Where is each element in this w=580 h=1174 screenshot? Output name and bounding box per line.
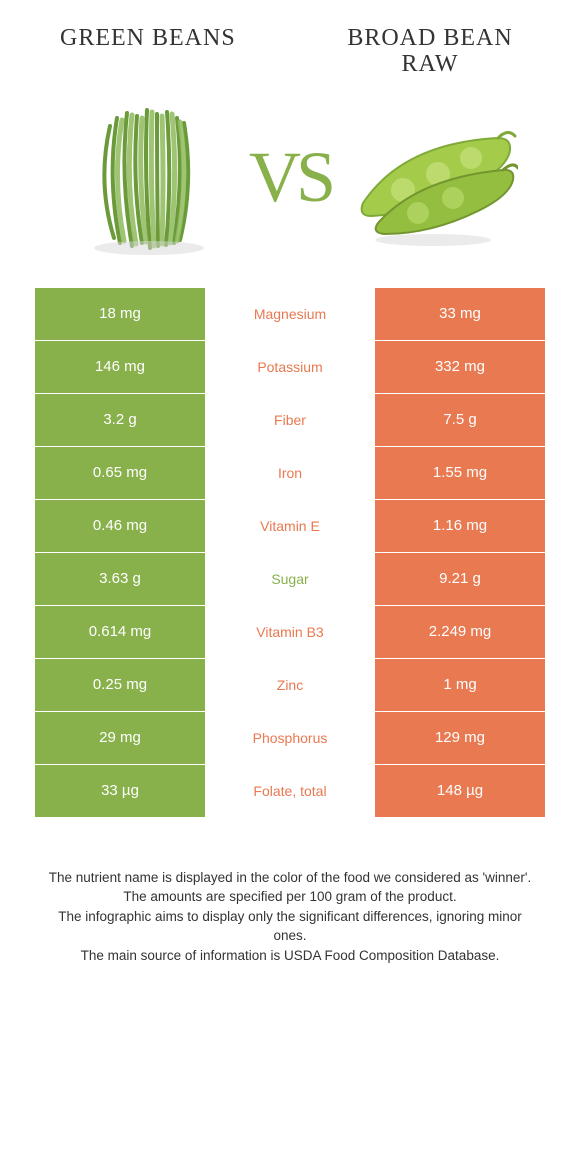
nutrient-label: Phosphorus — [205, 712, 375, 764]
left-value: 0.25 mg — [35, 659, 205, 711]
left-value: 29 mg — [35, 712, 205, 764]
left-value: 0.46 mg — [35, 500, 205, 552]
footer-line: The infographic aims to display only the… — [45, 907, 535, 946]
vs-label: VS — [249, 136, 331, 219]
table-row: 18 mgMagnesium33 mg — [35, 288, 545, 341]
right-value: 7.5 g — [375, 394, 545, 446]
footer-line: The main source of information is USDA F… — [45, 946, 535, 966]
right-value: 129 mg — [375, 712, 545, 764]
left-value: 0.614 mg — [35, 606, 205, 658]
right-value: 332 mg — [375, 341, 545, 393]
header: GREEN BEANS BROAD BEAN RAW — [0, 0, 580, 88]
table-row: 33 µgFolate, total148 µg — [35, 765, 545, 818]
left-value: 3.2 g — [35, 394, 205, 446]
food-left-title: GREEN BEANS — [60, 25, 236, 78]
table-row: 146 mgPotassium332 mg — [35, 341, 545, 394]
broad-bean-image — [343, 98, 518, 258]
footer-line: The nutrient name is displayed in the co… — [45, 868, 535, 888]
table-row: 0.614 mgVitamin B32.249 mg — [35, 606, 545, 659]
table-row: 0.46 mgVitamin E1.16 mg — [35, 500, 545, 553]
left-value: 3.63 g — [35, 553, 205, 605]
nutrient-label: Folate, total — [205, 765, 375, 817]
table-row: 3.63 gSugar9.21 g — [35, 553, 545, 606]
right-value: 1.16 mg — [375, 500, 545, 552]
footer-line: The amounts are specified per 100 gram o… — [45, 887, 535, 907]
left-value: 146 mg — [35, 341, 205, 393]
nutrient-label: Iron — [205, 447, 375, 499]
nutrient-label: Potassium — [205, 341, 375, 393]
green-beans-image — [62, 98, 237, 258]
nutrient-label: Vitamin E — [205, 500, 375, 552]
right-value: 2.249 mg — [375, 606, 545, 658]
comparison-table: 18 mgMagnesium33 mg146 mgPotassium332 mg… — [35, 288, 545, 818]
footer: The nutrient name is displayed in the co… — [0, 818, 580, 966]
nutrient-label: Fiber — [205, 394, 375, 446]
nutrient-label: Sugar — [205, 553, 375, 605]
left-value: 0.65 mg — [35, 447, 205, 499]
right-value: 33 mg — [375, 288, 545, 340]
right-value: 1.55 mg — [375, 447, 545, 499]
left-value: 33 µg — [35, 765, 205, 817]
table-row: 3.2 gFiber7.5 g — [35, 394, 545, 447]
table-row: 0.65 mgIron1.55 mg — [35, 447, 545, 500]
left-value: 18 mg — [35, 288, 205, 340]
right-value: 9.21 g — [375, 553, 545, 605]
nutrient-label: Magnesium — [205, 288, 375, 340]
food-right-title: BROAD BEAN RAW — [340, 25, 520, 78]
table-row: 0.25 mgZinc1 mg — [35, 659, 545, 712]
nutrient-label: Zinc — [205, 659, 375, 711]
images-row: VS — [0, 88, 580, 288]
right-value: 1 mg — [375, 659, 545, 711]
table-row: 29 mgPhosphorus129 mg — [35, 712, 545, 765]
right-value: 148 µg — [375, 765, 545, 817]
nutrient-label: Vitamin B3 — [205, 606, 375, 658]
